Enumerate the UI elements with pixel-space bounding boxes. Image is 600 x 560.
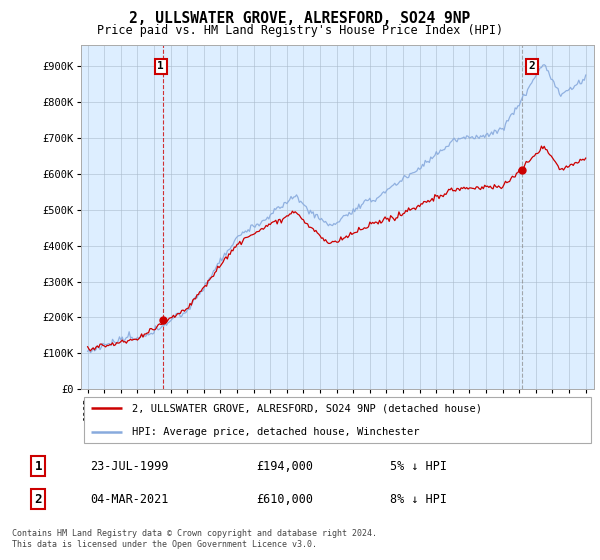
Text: 8% ↓ HPI: 8% ↓ HPI — [391, 493, 448, 506]
Text: Contains HM Land Registry data © Crown copyright and database right 2024.
This d: Contains HM Land Registry data © Crown c… — [12, 529, 377, 549]
FancyBboxPatch shape — [83, 397, 592, 443]
Text: HPI: Average price, detached house, Winchester: HPI: Average price, detached house, Winc… — [133, 427, 420, 437]
Text: 2, ULLSWATER GROVE, ALRESFORD, SO24 9NP (detached house): 2, ULLSWATER GROVE, ALRESFORD, SO24 9NP … — [133, 403, 482, 413]
Text: 1: 1 — [157, 62, 164, 71]
Text: 1: 1 — [34, 460, 42, 473]
Text: 2: 2 — [529, 62, 535, 71]
Text: £194,000: £194,000 — [256, 460, 313, 473]
Text: £610,000: £610,000 — [256, 493, 313, 506]
Text: 2: 2 — [34, 493, 42, 506]
Text: 23-JUL-1999: 23-JUL-1999 — [91, 460, 169, 473]
Text: 5% ↓ HPI: 5% ↓ HPI — [391, 460, 448, 473]
Text: 2, ULLSWATER GROVE, ALRESFORD, SO24 9NP: 2, ULLSWATER GROVE, ALRESFORD, SO24 9NP — [130, 11, 470, 26]
Text: 04-MAR-2021: 04-MAR-2021 — [91, 493, 169, 506]
Text: Price paid vs. HM Land Registry's House Price Index (HPI): Price paid vs. HM Land Registry's House … — [97, 24, 503, 37]
